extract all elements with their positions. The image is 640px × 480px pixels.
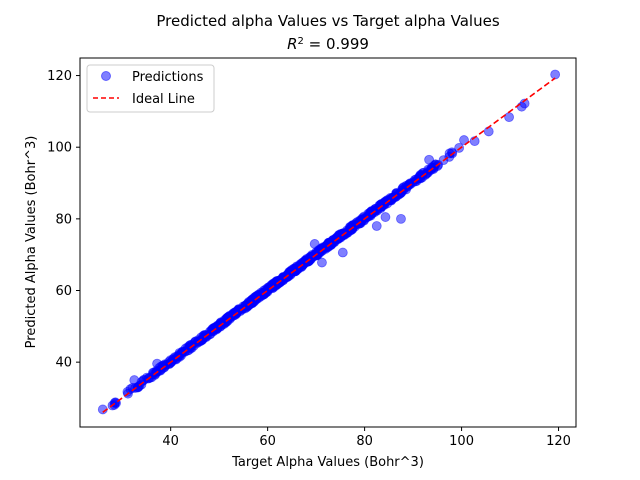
y-axis: 40 60 80 100 120 [47, 69, 80, 371]
data-point [483, 126, 494, 137]
data-point [454, 142, 465, 153]
data-point [337, 247, 348, 258]
x-tick-label: 60 [259, 434, 276, 449]
data-point [519, 98, 530, 109]
data-point [396, 213, 406, 224]
data-point [315, 245, 326, 256]
x-tick-label: 120 [546, 434, 571, 449]
plot-area [97, 69, 561, 415]
data-point [347, 220, 358, 231]
chart-subtitle: R2 = 0.999 [287, 35, 369, 53]
data-point [148, 367, 159, 378]
data-point [159, 359, 170, 370]
plot-frame [79, 57, 577, 428]
data-point [296, 261, 307, 272]
y-tick-label: 80 [55, 212, 72, 227]
subtitle-sup: 2 [298, 36, 304, 47]
legend: Predictions Ideal Line [86, 64, 215, 113]
y-axis-label: Predicted Alpha Values (Bohr^3) [24, 136, 39, 349]
y-tick-label: 40 [55, 356, 72, 371]
x-tick-label: 100 [449, 434, 474, 449]
data-point [416, 170, 427, 181]
data-point [504, 112, 514, 123]
y-tick-label: 120 [47, 69, 72, 84]
x-tick-label: 80 [356, 434, 373, 449]
y-tick-label: 100 [47, 141, 72, 156]
subtitle-r: R [287, 35, 297, 53]
data-point [129, 375, 140, 385]
legend-marker-predictions [101, 71, 111, 81]
ideal-line-layer [102, 77, 556, 413]
x-axis-label: Target Alpha Values (Bohr^3) [231, 455, 424, 470]
data-point [459, 135, 469, 145]
data-point [309, 239, 320, 249]
data-point [371, 221, 382, 231]
data-point [278, 272, 289, 283]
data-point [550, 69, 561, 80]
x-tick-label: 40 [162, 434, 179, 449]
subtitle-value: = 0.999 [304, 35, 369, 53]
legend-box [86, 64, 215, 113]
legend-label-predictions: Predictions [132, 70, 204, 85]
ideal-line [102, 77, 556, 413]
y-tick-label: 60 [55, 284, 72, 299]
data-point [317, 257, 327, 268]
data-point [177, 347, 188, 358]
data-point [424, 154, 434, 165]
x-axis: 40 60 80 100 120 [162, 427, 571, 449]
data-point [369, 204, 380, 214]
data-point [380, 212, 391, 222]
data-point [196, 332, 207, 343]
legend-label-ideal-line: Ideal Line [132, 92, 195, 107]
chart-title: Predicted alpha Values vs Target alpha V… [156, 12, 499, 30]
data-point [264, 282, 275, 293]
